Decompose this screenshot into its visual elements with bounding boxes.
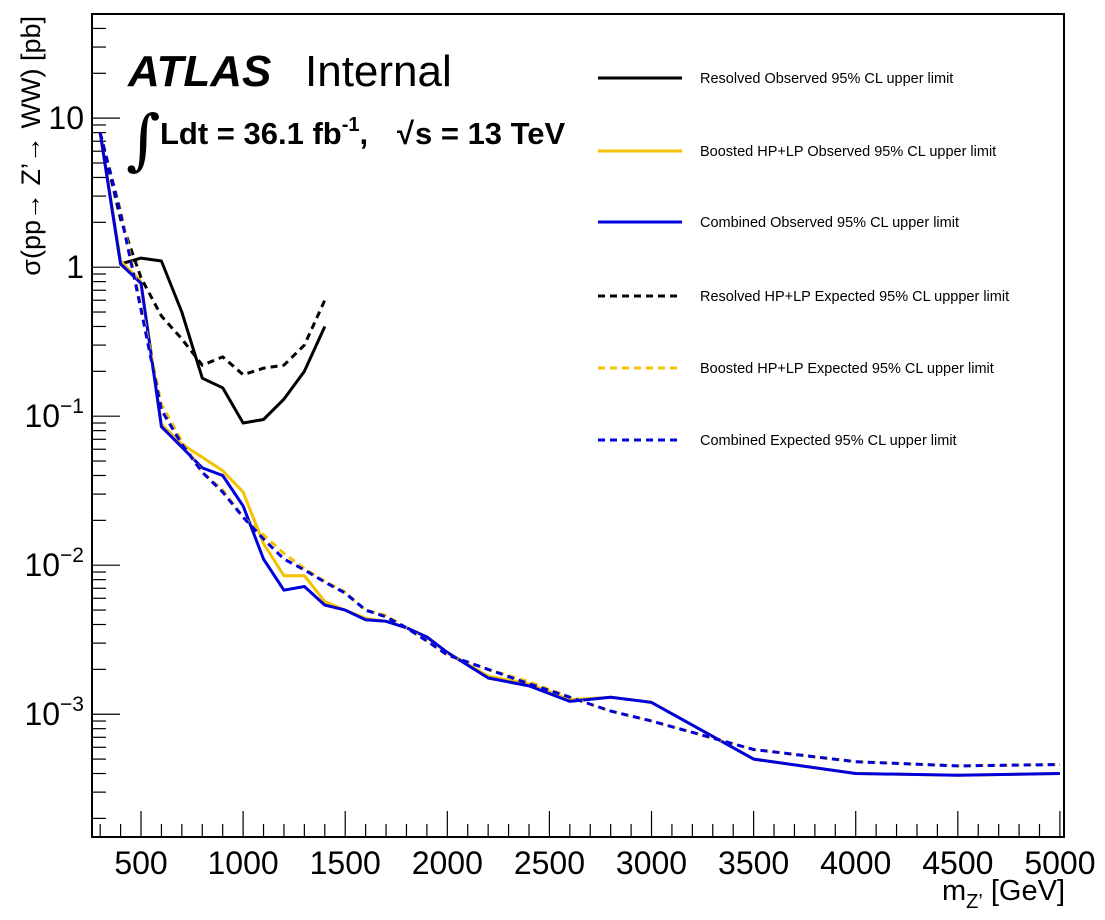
- x-tick-label: 3500: [718, 845, 789, 881]
- x-tick-label: 4000: [820, 845, 891, 881]
- x-axis-title: mZ’ [GeV]: [942, 875, 1065, 913]
- experiment-label: ATLAS: [127, 47, 271, 96]
- lumi-text: Ldt = 36.1 fb: [160, 116, 342, 151]
- series-line-1: [98, 132, 327, 425]
- axis-ticks: 500 1000 1500 2000 2500 3000 3500 4000 4500 5000 1…: [24, 13, 1096, 881]
- y-tick-base: 10: [24, 696, 60, 732]
- series-line-4: [98, 132, 327, 377]
- y-tick-base: 1: [66, 249, 84, 285]
- y-tick-base: 10: [24, 398, 60, 434]
- x-tick-label: 3000: [616, 845, 687, 881]
- series-layer: [98, 132, 1060, 777]
- lumi-label: Ldt = 36.1 fb-1,: [160, 114, 368, 151]
- y-tick-label: 10−1: [24, 395, 84, 434]
- y-tick-base: 10: [24, 547, 60, 583]
- energy-label: s = 13 TeV: [415, 116, 566, 151]
- legend-label: Combined Expected 95% CL upper limit: [700, 433, 957, 449]
- x-tick-label: 2000: [412, 845, 483, 881]
- y-tick-label: 10−3: [24, 693, 84, 732]
- legend-label: Resolved HP+LP Expected 95% CL uppper li…: [700, 289, 1009, 305]
- legend-label: Resolved Observed 95% CL upper limit: [700, 71, 953, 87]
- lumi-separator: ,: [360, 116, 369, 151]
- legend: Resolved Observed 95% CL upper limit Boos…: [598, 71, 1009, 449]
- y-axis-title: σ(pp→ Z’→ WW) [pb]: [16, 16, 46, 276]
- legend-label: Combined Observed 95% CL upper limit: [700, 215, 959, 231]
- x-axis-title-sub: Z’: [966, 891, 983, 913]
- legend-label: Boosted HP+LP Observed 95% CL upper limi…: [700, 144, 996, 160]
- x-tick-label: 1000: [208, 845, 279, 881]
- legend-label: Boosted HP+LP Expected 95% CL upper limi…: [700, 361, 994, 377]
- plot-frame: [91, 13, 1065, 838]
- y-tick-exponent: −1: [60, 395, 84, 418]
- y-tick-exponent: −2: [60, 544, 84, 567]
- status-label: Internal: [305, 47, 452, 96]
- y-tick-label: 1: [66, 249, 84, 285]
- integral-sign: ∫: [126, 101, 160, 178]
- lumi-exponent: -1: [342, 114, 360, 136]
- y-tick-label: 10−2: [24, 544, 84, 583]
- y-tick-label: 10: [48, 100, 84, 136]
- x-tick-label: 1500: [310, 845, 381, 881]
- y-tick-base: 10: [48, 100, 84, 136]
- x-axis-title-unit: [GeV]: [983, 875, 1065, 907]
- sqrt-icon: √: [397, 116, 415, 151]
- x-axis-title-main: m: [942, 875, 966, 907]
- y-tick-exponent: −3: [60, 693, 84, 716]
- x-tick-label: 2500: [514, 845, 585, 881]
- series-line-6: [98, 132, 1060, 768]
- series-line-3: [98, 132, 1060, 777]
- x-tick-label: 5000: [1024, 845, 1095, 881]
- x-tick-label: 500: [114, 845, 167, 881]
- x-tick-label: 4500: [922, 845, 993, 881]
